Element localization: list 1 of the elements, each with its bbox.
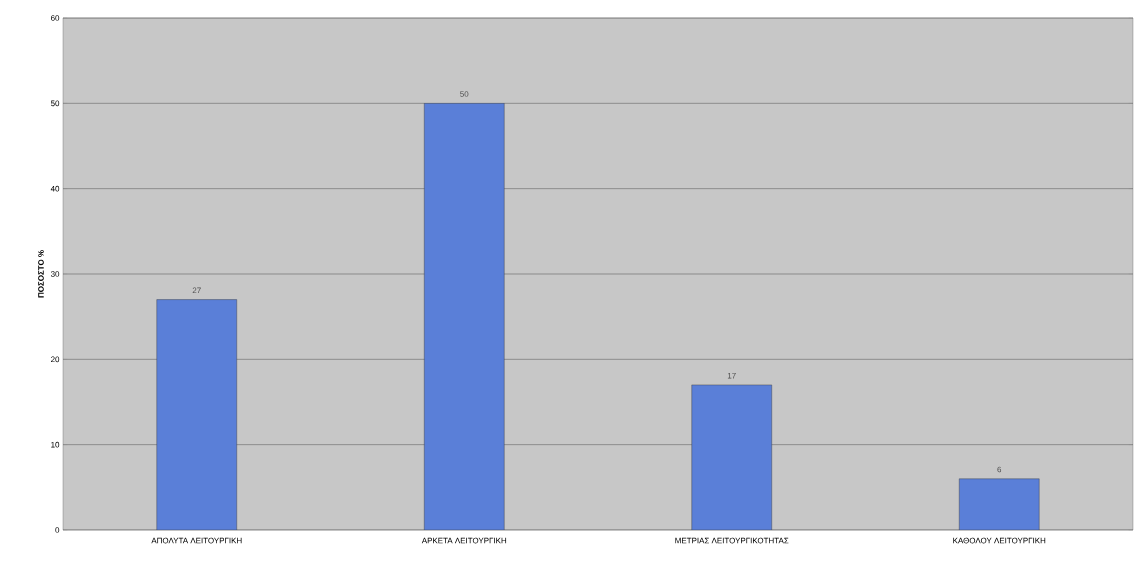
bar	[959, 478, 1040, 530]
